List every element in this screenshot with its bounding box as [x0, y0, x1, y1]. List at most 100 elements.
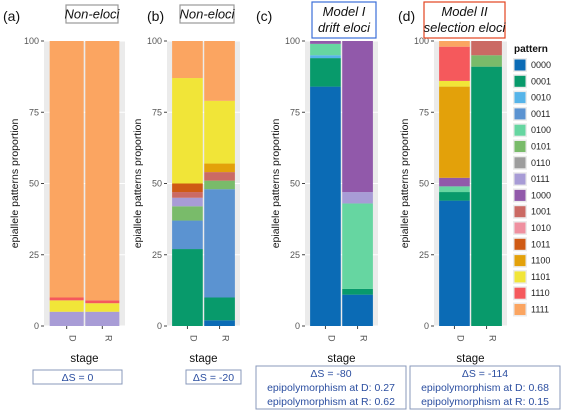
y-tick-label: 100	[147, 36, 162, 46]
bar-segment-0010	[310, 55, 341, 59]
panel-title: Non-eloci	[180, 7, 236, 22]
y-tick-label: 50	[29, 179, 39, 189]
info-text: ΔS = -114	[462, 368, 508, 380]
x-tick-label: R	[221, 335, 231, 342]
bar-segment-1111	[172, 41, 203, 79]
legend-swatch-0100	[514, 124, 526, 136]
bar-segment-0001	[204, 297, 235, 321]
y-tick-label: 100	[285, 36, 300, 46]
x-axis-label: stage	[189, 353, 217, 365]
panel-title: Model II	[441, 4, 488, 19]
bar-segment-1111	[85, 41, 120, 301]
bar-segment-0111	[172, 197, 203, 207]
y-tick-label: 50	[152, 179, 162, 189]
info-text: epipolymorphism at R: 0.62	[267, 396, 395, 408]
x-tick-label: R	[103, 335, 113, 342]
x-axis-label: stage	[70, 353, 98, 365]
bar-segment-1100	[204, 163, 235, 173]
bar-segment-1101	[49, 300, 84, 312]
legend-swatch-0000	[514, 59, 526, 71]
info-text: epipolymorphism at D: 0.68	[421, 382, 549, 394]
info-text: ΔS = 0	[62, 372, 94, 384]
bar-segment-1111	[204, 41, 235, 101]
legend-label: 1000	[531, 190, 551, 200]
bar-segment-1101	[172, 78, 203, 184]
y-axis-label: epiallele patterns proportion	[399, 119, 411, 249]
bar-segment-0111	[85, 311, 120, 326]
y-tick-label: 0	[34, 321, 39, 331]
info-box	[255, 365, 407, 410]
legend-label: 1011	[531, 239, 550, 249]
bar-segment-0101	[172, 206, 203, 221]
info-text: ΔS = -20	[193, 372, 234, 384]
info-text: epipolymorphism at R: 0.15	[421, 396, 549, 408]
legend-label: 1010	[531, 223, 551, 233]
y-tick-label: 0	[295, 321, 300, 331]
legend-swatch-0001	[514, 75, 526, 87]
bar-segment-0000	[342, 294, 373, 326]
info-box	[32, 369, 123, 385]
legend-swatch-1111	[514, 304, 526, 315]
bar-segment-1000	[310, 41, 341, 44]
bar-segment-1101	[85, 303, 120, 312]
legend-swatch-1000	[514, 189, 526, 201]
y-tick-label: 100	[414, 36, 429, 46]
x-tick-label: D	[188, 335, 198, 342]
legend-swatch-1011	[514, 238, 526, 250]
legend-swatch-0101	[514, 141, 526, 152]
bar-segment-0111	[49, 311, 84, 326]
info-box	[185, 369, 242, 385]
panel-title-box	[423, 1, 506, 39]
panel-title-box	[311, 1, 377, 39]
y-tick-label: 50	[419, 179, 429, 189]
legend-label: 1111	[531, 305, 549, 315]
panel-title: Non-eloci	[65, 7, 121, 22]
bar-segment-0000	[439, 200, 470, 326]
panel-letter: (b)	[147, 8, 164, 24]
bar-segment-1101	[439, 80, 470, 87]
legend-swatch-1110	[514, 287, 526, 299]
y-tick-label: 75	[290, 107, 300, 117]
legend-label: 0101	[531, 142, 551, 152]
panel-title: drift eloci	[318, 20, 371, 35]
legend-label: 1110	[531, 288, 550, 298]
bar-segment-1000	[342, 41, 373, 193]
bar-segment-0011	[204, 189, 235, 298]
legend-label: 0011	[531, 109, 550, 119]
bar-segment-0001	[439, 192, 470, 201]
legend-swatch-0110	[514, 157, 526, 169]
bar-segment-0100	[439, 186, 470, 193]
x-tick-label: R	[359, 335, 369, 342]
y-tick-label: 75	[419, 107, 429, 117]
bar-segment-1111	[49, 41, 84, 298]
legend-swatch-1100	[514, 255, 526, 267]
bar-segment-0000	[310, 86, 341, 326]
legend-label: 1101	[531, 272, 550, 282]
bar-segment-0001	[342, 288, 373, 295]
y-tick-label: 25	[152, 250, 162, 260]
bar-segment-1110	[439, 46, 470, 81]
legend-swatch-0010	[514, 92, 526, 104]
bar-segment-1101	[204, 100, 235, 164]
y-tick-label: 100	[24, 36, 39, 46]
bar-segment-0101	[471, 55, 502, 67]
bar-segment-1001	[172, 192, 203, 198]
legend-title: pattern	[514, 44, 548, 55]
x-tick-label: D	[326, 335, 336, 342]
legend-label: 1100	[531, 256, 550, 266]
legend-label: 1001	[531, 207, 551, 217]
legend-label: 0110	[531, 158, 550, 168]
panel-title-box	[179, 4, 235, 24]
y-tick-label: 0	[157, 321, 162, 331]
legend-swatch-1001	[514, 206, 526, 218]
legend-label: 0100	[531, 125, 551, 135]
legend-swatch-0111	[514, 173, 526, 185]
bar-segment-0101	[204, 180, 235, 190]
bar-segment-1100	[439, 86, 470, 178]
bar-segment-1110	[85, 300, 120, 304]
y-axis-label: epiallele patterns proportion	[270, 119, 282, 249]
bar-segment-1001	[204, 172, 235, 181]
x-tick-label: D	[455, 335, 465, 342]
bar-segment-0001	[471, 66, 502, 327]
